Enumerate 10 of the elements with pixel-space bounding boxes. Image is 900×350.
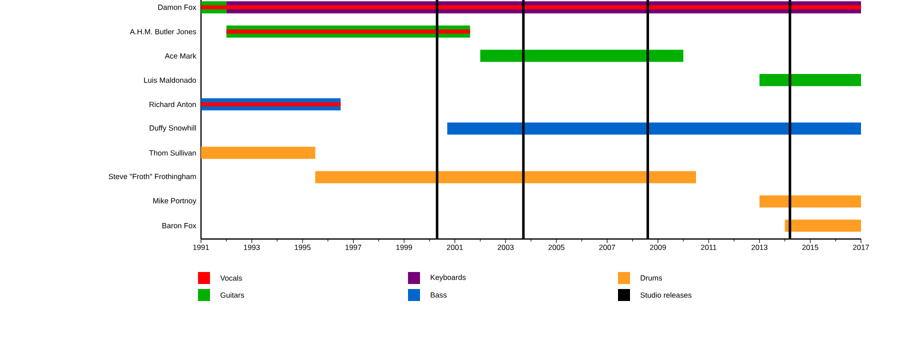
bar bbox=[784, 220, 862, 232]
bar bbox=[201, 102, 341, 106]
bar bbox=[226, 30, 470, 34]
bar bbox=[201, 5, 862, 10]
bar bbox=[315, 171, 696, 184]
bar bbox=[447, 122, 862, 135]
bar bbox=[759, 195, 862, 208]
bar bbox=[480, 50, 684, 62]
bar bbox=[201, 146, 316, 159]
bar bbox=[759, 74, 862, 86]
